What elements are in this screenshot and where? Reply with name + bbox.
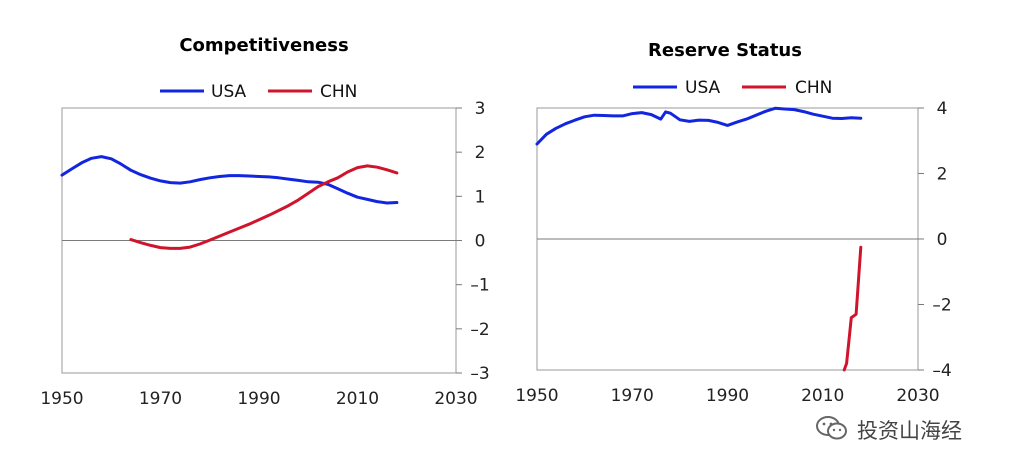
plot-area: 3 2 1 0 –1 –2 –3 1950 1970 1990 2010 2030 <box>40 99 489 409</box>
y-tick-label: 0 <box>475 232 486 252</box>
x-tick-label: 2030 <box>434 389 477 409</box>
y-tick-label: 2 <box>475 143 486 163</box>
legend-label-chn: CHN <box>320 82 357 102</box>
x-tick-label: 1970 <box>139 389 182 409</box>
y-tick-label: –2 <box>470 320 489 340</box>
x-tick-label: 2010 <box>336 389 379 409</box>
x-tick-label: 1950 <box>40 389 83 409</box>
y-tick-label: 3 <box>475 99 486 119</box>
y-tick-label: 1 <box>475 187 486 207</box>
watermark: 投资山海经 <box>815 414 962 446</box>
series-line-chn <box>129 164 399 250</box>
x-tick-label: 1990 <box>237 389 280 409</box>
wechat-icon <box>815 414 849 447</box>
watermark-text: 投资山海经 <box>857 419 962 443</box>
legend-label-usa: USA <box>211 82 247 102</box>
y-tick-label: –1 <box>470 276 489 296</box>
legend: USA CHN <box>160 82 357 102</box>
series-line-usa <box>60 155 399 205</box>
y-tick-label: –3 <box>470 364 489 384</box>
chart-title: Competitiveness <box>179 35 348 56</box>
